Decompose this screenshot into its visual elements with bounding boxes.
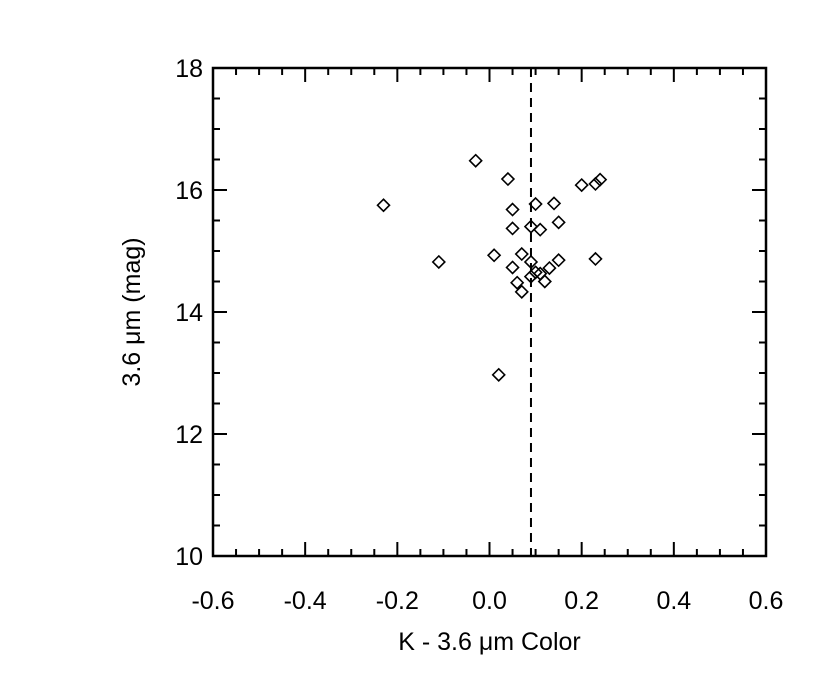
- y-tick-label: 18: [175, 55, 203, 83]
- data-point: [514, 246, 529, 262]
- data-point: [505, 221, 520, 236]
- x-tick-label: 0.0: [472, 587, 507, 615]
- data-point: [491, 367, 506, 382]
- data-point: [542, 260, 557, 276]
- data-point: [588, 176, 603, 192]
- data-point: [546, 196, 562, 211]
- y-tick-label: 10: [175, 543, 203, 571]
- tick-marks: [212, 67, 767, 557]
- data-point: [376, 198, 391, 213]
- data-point: [574, 177, 589, 193]
- x-tick-label: -0.6: [191, 587, 234, 615]
- y-axis-label: 3.6 μm (mag): [118, 237, 146, 386]
- data-point: [486, 248, 502, 263]
- data-point: [523, 254, 539, 270]
- y-tick-label: 14: [175, 299, 203, 327]
- data-point: [537, 274, 552, 289]
- x-tick-label: 0.6: [749, 587, 784, 615]
- data-point: [551, 215, 566, 230]
- data-point: [510, 275, 525, 290]
- y-tick-label: 16: [175, 177, 203, 205]
- x-tick-label: 0.2: [564, 587, 599, 615]
- data-point: [514, 284, 529, 300]
- x-axis-label: K - 3.6 μm Color: [398, 628, 581, 656]
- data-points: [376, 153, 608, 382]
- x-tick-label: -0.4: [284, 587, 327, 615]
- data-point: [528, 196, 543, 212]
- data-point: [505, 260, 520, 275]
- x-tick-labels: -0.6 -0.4 -0.2 0.0 0.2 0.4 0.6: [191, 587, 783, 615]
- y-tick-labels: 10 12 14 16 18: [175, 55, 203, 571]
- data-point: [523, 219, 539, 234]
- plot-frame: [211, 66, 768, 558]
- data-point: [500, 171, 516, 187]
- data-point: [592, 172, 608, 187]
- x-tick-label: 0.4: [656, 587, 691, 615]
- data-point: [528, 265, 543, 280]
- data-point: [505, 202, 520, 217]
- x-tick-label: -0.2: [376, 587, 419, 615]
- data-point: [468, 153, 483, 168]
- y-tick-label: 12: [175, 421, 203, 449]
- data-point: [533, 222, 548, 237]
- data-point: [588, 251, 603, 267]
- data-point: [431, 254, 446, 270]
- data-point: [551, 253, 566, 268]
